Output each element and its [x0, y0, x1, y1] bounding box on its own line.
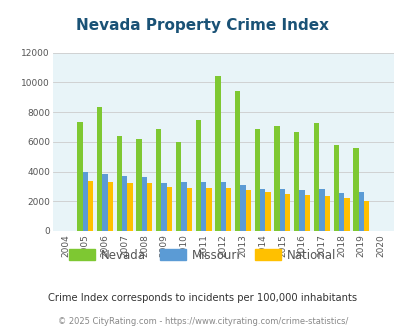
Bar: [102, 174, 107, 231]
Bar: [97, 107, 102, 231]
Bar: [234, 91, 240, 231]
Bar: [265, 192, 270, 231]
Bar: [294, 131, 299, 231]
Bar: [88, 181, 93, 231]
Bar: [141, 177, 147, 231]
Bar: [166, 187, 172, 231]
Bar: [274, 125, 279, 231]
Bar: [324, 196, 329, 231]
Bar: [206, 188, 211, 231]
Bar: [107, 182, 113, 231]
Bar: [318, 189, 324, 231]
Bar: [186, 188, 192, 231]
Bar: [352, 148, 358, 231]
Bar: [333, 145, 338, 231]
Bar: [240, 185, 245, 231]
Text: Crime Index corresponds to incidents per 100,000 inhabitants: Crime Index corresponds to incidents per…: [48, 293, 357, 303]
Bar: [127, 183, 132, 231]
Bar: [343, 198, 349, 231]
Bar: [117, 136, 122, 231]
Bar: [254, 128, 260, 231]
Legend: Nevada, Missouri, National: Nevada, Missouri, National: [64, 244, 341, 266]
Bar: [215, 76, 220, 231]
Bar: [226, 188, 231, 231]
Bar: [220, 182, 226, 231]
Bar: [181, 182, 186, 231]
Bar: [279, 189, 284, 231]
Bar: [245, 190, 250, 231]
Bar: [313, 123, 318, 231]
Bar: [175, 142, 181, 231]
Bar: [363, 201, 369, 231]
Bar: [147, 183, 152, 231]
Text: Nevada Property Crime Index: Nevada Property Crime Index: [76, 18, 329, 33]
Text: © 2025 CityRating.com - https://www.cityrating.com/crime-statistics/: © 2025 CityRating.com - https://www.city…: [58, 317, 347, 326]
Bar: [122, 176, 127, 231]
Bar: [260, 189, 265, 231]
Bar: [161, 183, 166, 231]
Bar: [284, 194, 290, 231]
Bar: [83, 172, 88, 231]
Bar: [299, 190, 304, 231]
Bar: [156, 128, 161, 231]
Bar: [200, 182, 206, 231]
Bar: [358, 192, 363, 231]
Bar: [338, 193, 343, 231]
Bar: [77, 122, 83, 231]
Bar: [136, 139, 141, 231]
Bar: [304, 195, 309, 231]
Bar: [195, 119, 200, 231]
